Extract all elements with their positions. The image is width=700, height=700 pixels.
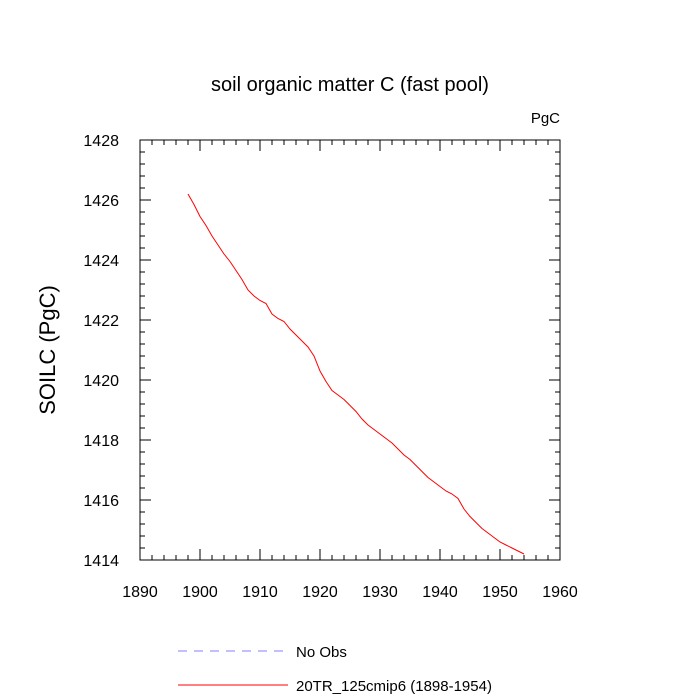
y-tick-label: 1428 (83, 133, 119, 150)
x-tick-label: 1920 (302, 584, 338, 601)
y-tick-label: 1426 (83, 193, 119, 210)
x-tick-labels: 1890 1900 1910 1920 1930 1940 1950 1960 (122, 584, 578, 601)
plot-frame (139, 139, 561, 561)
y-tick-label: 1418 (83, 433, 119, 450)
x-tick-label: 1900 (182, 584, 218, 601)
legend: No Obs 20TR_125cmip6 (1898-1954) (178, 644, 492, 695)
y-axis-label: SOILC (PgC) (35, 285, 60, 415)
x-tick-label: 1890 (122, 584, 158, 601)
minor-ticks (140, 140, 560, 560)
y-tick-label: 1424 (83, 253, 119, 270)
units-label: PgC (531, 110, 560, 127)
y-tick-label: 1414 (83, 553, 119, 570)
legend-label-no-obs: No Obs (296, 644, 347, 661)
y-tick-labels: 1414 1416 1418 1420 1422 1424 1426 1428 (83, 133, 119, 570)
major-ticks (139, 139, 561, 561)
x-tick-label: 1910 (242, 584, 278, 601)
y-tick-label: 1422 (83, 313, 119, 330)
x-tick-label: 1950 (482, 584, 518, 601)
legend-label-20tr-125cmip6: 20TR_125cmip6 (1898-1954) (296, 678, 492, 695)
x-tick-label: 1930 (362, 584, 398, 601)
y-tick-label: 1420 (83, 373, 119, 390)
x-tick-label: 1940 (422, 584, 458, 601)
series-line-20tr-125cmip6 (187, 193, 525, 555)
chart-title: soil organic matter C (fast pool) (211, 74, 489, 96)
y-tick-label: 1416 (83, 493, 119, 510)
x-tick-label: 1960 (542, 584, 578, 601)
